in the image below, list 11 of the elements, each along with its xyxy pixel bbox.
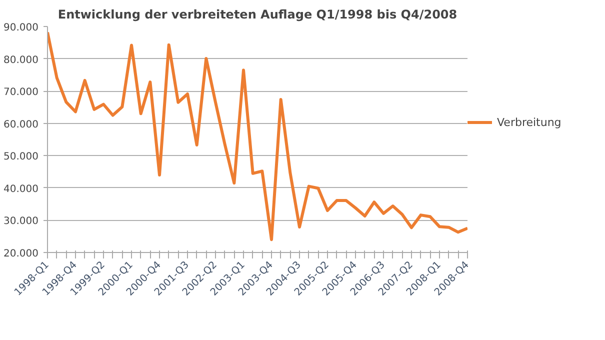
y-tick-label: 50.000 xyxy=(4,152,39,163)
chart-title: Entwicklung der verbreiteten Auflage Q1/1998 bis Q4/2008 xyxy=(58,8,458,22)
line-series xyxy=(48,30,468,242)
y-tick-label: 90.000 xyxy=(4,22,39,34)
y-tick-label: 20.000 xyxy=(4,248,39,260)
legend-label: Verbreitung xyxy=(497,116,562,128)
y-tick-label: 60.000 xyxy=(4,119,39,130)
y-tick-label: 80.000 xyxy=(4,54,39,66)
y-tick-label: 70.000 xyxy=(4,87,39,98)
y-tick-label: 40.000 xyxy=(4,184,39,195)
y-tick-label: 30.000 xyxy=(4,216,39,228)
